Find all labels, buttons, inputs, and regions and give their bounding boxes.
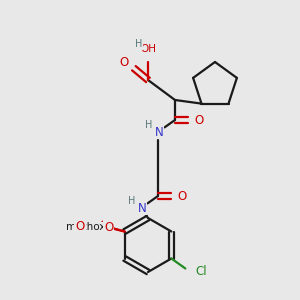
- Text: H: H: [145, 120, 153, 130]
- Text: O: O: [119, 56, 129, 68]
- Text: H: H: [128, 196, 136, 206]
- Text: H: H: [135, 39, 143, 49]
- Text: OH: OH: [140, 44, 156, 54]
- Text: O: O: [194, 113, 204, 127]
- Text: O: O: [104, 221, 113, 234]
- Text: Cl: Cl: [195, 265, 207, 278]
- Text: N: N: [154, 125, 164, 139]
- Text: N: N: [138, 202, 146, 214]
- Text: O: O: [75, 220, 85, 233]
- Text: methoxy: methoxy: [66, 223, 111, 232]
- Text: O: O: [177, 190, 187, 202]
- Text: O: O: [99, 219, 108, 232]
